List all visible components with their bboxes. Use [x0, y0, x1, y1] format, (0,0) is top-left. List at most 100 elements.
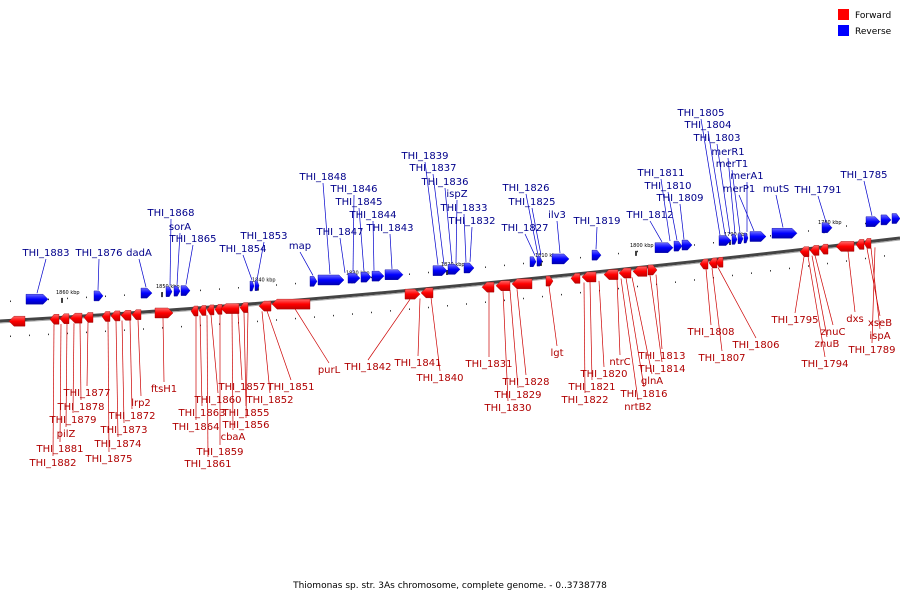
forward-gene-arrow: [190, 305, 199, 317]
gene-label-leader: [863, 180, 873, 216]
reverse-gene-arrow: [25, 294, 49, 305]
forward-gene-arrow: [495, 280, 511, 291]
minor-tick: [181, 325, 182, 328]
gene-labels: THI_1883 THI_1876 dadA THI_1868 sorATHI_1865…: [21, 108, 895, 470]
reverse-gene-arrow: [180, 285, 191, 296]
forward-gene-label: THI_1813: [637, 351, 685, 362]
minor-tick: [10, 300, 11, 303]
forward-gene-arrow: [83, 312, 94, 323]
minor-tick: [86, 331, 87, 334]
gene-label-leader: [598, 280, 605, 368]
forward-gene-label: ftsH1: [151, 384, 177, 395]
forward-gene-arrow: [819, 243, 829, 255]
reverse-gene-arrow: [463, 262, 475, 274]
minor-tick: [409, 308, 410, 310]
reverse-gene-label: THI_1836: [420, 177, 468, 188]
forward-gene-label: purL: [318, 365, 341, 376]
minor-tick: [219, 288, 220, 290]
forward-gene-label: THI_1859: [195, 447, 243, 458]
forward-gene-label: THI_1841: [393, 358, 441, 369]
gene-label-leader: [817, 195, 827, 223]
forward-gene-label: THI_1874: [93, 439, 141, 450]
minor-tick: [143, 328, 144, 330]
minor-tick: [333, 314, 334, 317]
reverse-gene-label: THI_1854: [218, 244, 266, 255]
gene-label-leader: [352, 194, 355, 273]
forward-gene-label: THI_1807: [697, 353, 745, 364]
reverse-gene-arrow: [771, 228, 798, 239]
minor-tick: [846, 225, 847, 227]
forward-gene-label: THI_1860: [193, 395, 241, 406]
gene-label-leader: [814, 255, 834, 326]
minor-tick: [295, 317, 296, 320]
forward-gene-label: THI_1820: [579, 369, 627, 380]
minor-tick: [409, 273, 410, 275]
gene-label-leader: [206, 315, 209, 458]
minor-tick: [105, 295, 106, 298]
reverse-gene-label: dadA: [126, 248, 152, 259]
forward-gene-arrow: [101, 311, 111, 322]
reverse-gene-label: THI_1848: [298, 172, 346, 183]
forward-gene-label: THI_1875: [84, 454, 132, 465]
minor-tick: [808, 265, 809, 267]
gene-label-leader: [129, 320, 133, 410]
reverse-gene-arrow: [347, 272, 361, 284]
gene-label-leader: [866, 248, 881, 317]
minor-tick: [504, 299, 505, 302]
minor-tick: [105, 330, 106, 333]
minor-tick: [713, 241, 714, 244]
forward-gene-arrow: [198, 305, 207, 316]
gene-label-leader: [237, 313, 243, 381]
gene-label-leader: [502, 290, 509, 402]
forward-gene-label: lgt: [550, 348, 563, 359]
reverse-gene-arrow: [309, 276, 318, 287]
reverse-gene-label: THI_1812: [625, 210, 673, 221]
gene-label-leader: [707, 130, 726, 235]
scale-tick-label: 1790 kbp: [724, 232, 748, 238]
forward-gene-arrow: [699, 258, 709, 270]
forward-gene-label: THI_1878: [56, 402, 104, 413]
minor-tick: [86, 296, 87, 299]
reverse-gene-arrow: [140, 287, 153, 299]
gene-label-leader: [367, 299, 411, 361]
gene-label-leader: [86, 322, 89, 387]
gene-label-leader: [358, 207, 365, 272]
gene-label-leader: [444, 187, 453, 264]
gene-label-leader: [794, 256, 805, 314]
reverse-gene-label: THI_1826: [501, 183, 549, 194]
gene-label-leader: [121, 320, 125, 424]
reverse-gene-label: mutS: [763, 184, 789, 195]
gene-label-leader: [107, 321, 110, 453]
legend-reverse-swatch: [838, 25, 849, 36]
forward-gene-arrow: [809, 245, 820, 256]
reverse-gene-label: THI_1811: [636, 168, 684, 179]
forward-gene-arrow: [214, 304, 223, 315]
gene-label-leader: [417, 298, 421, 357]
reverse-gene-arrow: [880, 214, 892, 226]
label-lines: [36, 118, 881, 458]
forward-gene-label: THI_1879: [48, 415, 96, 426]
reverse-gene-arrow: [718, 235, 732, 246]
forward-gene-label: THI_1852: [245, 395, 293, 406]
reverse-gene-label: THI_1846: [329, 184, 377, 195]
reverse-gene-arrow: [432, 265, 448, 276]
gene-label-leader: [660, 178, 671, 242]
gene-label-leader: [524, 233, 536, 256]
reverse-gene-label: THI_1791: [793, 185, 841, 196]
minor-tick: [371, 311, 372, 314]
reverse-gene-arrow: [891, 213, 900, 224]
minor-tick: [884, 255, 885, 257]
forward-gene-label: THI_1872: [107, 411, 155, 422]
minor-tick: [257, 320, 258, 323]
minor-tick: [162, 327, 163, 329]
scale-tick-label: 1810 kbp: [535, 253, 559, 259]
forward-gene-arrow: [258, 300, 272, 312]
forward-gene-label: THI_1806: [731, 340, 779, 351]
gene-label-leader: [389, 233, 393, 269]
gene-label-leader: [432, 173, 445, 265]
reverse-gene-label: merR1: [711, 147, 744, 158]
minor-tick: [390, 310, 391, 312]
gene-label-leader: [655, 274, 663, 350]
minor-tick: [485, 266, 486, 268]
